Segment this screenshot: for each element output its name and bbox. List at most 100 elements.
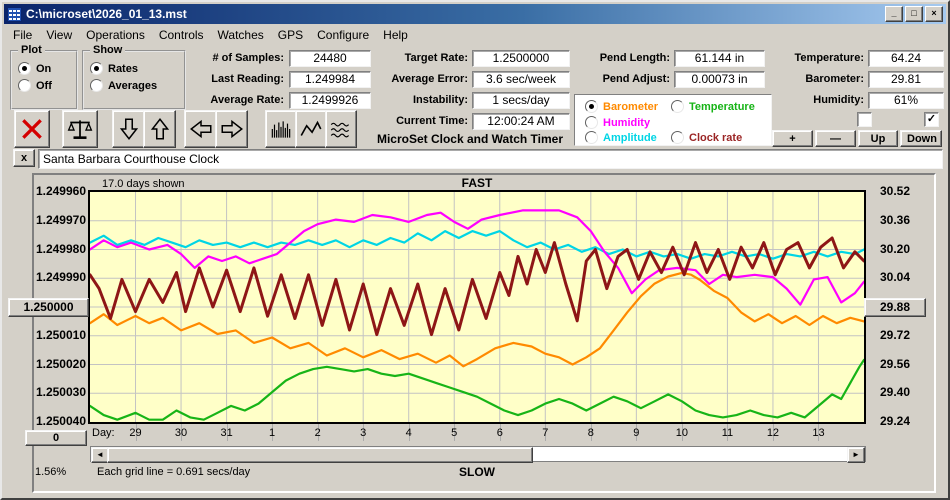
app-icon xyxy=(7,6,22,22)
up-button[interactable]: Up xyxy=(858,130,898,147)
left-axis-tick-label: 1.250030 xyxy=(35,385,86,400)
day-tick-label: 29 xyxy=(129,427,142,439)
minus-button[interactable]: — xyxy=(815,130,856,147)
delete-button[interactable] xyxy=(14,110,50,148)
right-axis-tick-label: 30.36 xyxy=(879,212,911,227)
clock-name-input[interactable] xyxy=(38,149,943,169)
checkbox-2[interactable]: ✓ xyxy=(924,112,939,127)
temperature-value: 64.24 xyxy=(868,50,944,67)
pend-adjust-value: 0.00073 in xyxy=(674,71,765,88)
day-gridline-tick xyxy=(317,424,319,441)
radio-label: Averages xyxy=(108,79,158,92)
radio-series-humidity[interactable]: Humidity xyxy=(585,116,650,129)
histogram-icon xyxy=(271,121,291,138)
day-tick-label: 13 xyxy=(812,427,825,439)
menu-item-view[interactable]: View xyxy=(46,27,73,42)
instability-label: Instability: xyxy=(412,94,468,106)
average-error-label: Average Error: xyxy=(391,73,468,85)
scroll-right-icon: ► xyxy=(852,450,860,459)
maximize-icon: □ xyxy=(911,8,917,18)
arrow-up-icon xyxy=(150,118,169,140)
pan-right-button[interactable] xyxy=(215,110,248,148)
day-gridline-tick xyxy=(590,424,592,441)
scrollbar-thumb[interactable] xyxy=(107,447,534,463)
day-tick-label: 10 xyxy=(675,427,688,439)
raw-data-view-button[interactable] xyxy=(325,110,357,148)
menu-item-file[interactable]: File xyxy=(13,27,33,42)
down-button[interactable]: Down xyxy=(900,130,942,147)
left-axis-tick-label: 1.250020 xyxy=(35,356,86,371)
left-axis-tick-label: 1.249970 xyxy=(35,212,86,227)
day-gridline-tick xyxy=(181,424,183,441)
scroll-right-button[interactable]: ► xyxy=(847,447,865,463)
day-tick-label: 30 xyxy=(174,427,188,439)
menu-item-controls[interactable]: Controls xyxy=(158,27,204,42)
line-plot-view-button[interactable] xyxy=(295,110,327,148)
checkbox-1[interactable] xyxy=(857,112,872,127)
target-rate-label: Target Rate: xyxy=(404,52,468,64)
chart-panel xyxy=(32,173,936,493)
plot-area xyxy=(88,190,866,424)
radio-icon xyxy=(18,62,31,75)
menu-item-help[interactable]: Help xyxy=(383,27,408,42)
arrow-down-icon xyxy=(119,118,138,140)
menu-item-gps[interactable]: GPS xyxy=(277,27,304,42)
menu-item-watches[interactable]: Watches xyxy=(217,27,264,42)
right-axis-button[interactable]: 29.88 xyxy=(864,298,926,317)
minimize-button[interactable]: _ xyxy=(885,6,903,22)
day-gridline-tick xyxy=(636,424,638,441)
target-rate-value: 1.2500000 xyxy=(472,50,570,67)
day-gridline-tick xyxy=(727,424,729,441)
day-gridline-tick xyxy=(408,424,410,441)
day-axis: Day: 29 30 31 1 2 3 4 5 6 7 8 9 10 11 12 13 xyxy=(90,424,866,444)
menu-item-operations[interactable]: Operations xyxy=(86,27,145,42)
day-gridline-tick xyxy=(681,424,683,441)
humidity-value: 61% xyxy=(868,92,944,109)
day-axis-prefix: Day: xyxy=(92,427,115,439)
radio-series-temperature[interactable]: Temperature xyxy=(671,100,755,113)
clear-name-button[interactable]: x xyxy=(13,149,35,167)
close-button[interactable]: × xyxy=(925,6,943,22)
radio-icon xyxy=(18,79,31,92)
plot-groupbox-legend: Plot xyxy=(18,44,45,56)
radio-show-averages[interactable]: Averages xyxy=(90,79,157,92)
check-icon: ✓ xyxy=(926,113,937,125)
pend-length-label: Pend Length: xyxy=(599,52,670,64)
shift-down-button[interactable] xyxy=(112,110,145,148)
day-gridline-tick xyxy=(135,424,137,441)
radio-plot-off[interactable]: Off xyxy=(18,79,52,92)
radio-show-rates[interactable]: Rates xyxy=(90,62,138,75)
shift-up-button[interactable] xyxy=(143,110,176,148)
day-tick-label: 8 xyxy=(587,427,594,439)
line-plot-icon xyxy=(300,120,322,136)
radio-plot-on[interactable]: On xyxy=(18,62,51,75)
zero-button[interactable]: 0 xyxy=(25,430,87,446)
pend-length-value: 61.144 in xyxy=(674,50,765,67)
radio-label: Temperature xyxy=(689,100,755,113)
maximize-button[interactable]: □ xyxy=(905,6,923,22)
fast-label: FAST xyxy=(461,176,493,190)
balance-button[interactable] xyxy=(62,110,98,148)
plus-button[interactable]: + xyxy=(772,130,813,147)
day-tick-label: 4 xyxy=(405,427,412,439)
radio-series-barometer[interactable]: Barometer xyxy=(585,100,658,113)
day-tick-label: 1 xyxy=(269,427,276,439)
balance-scale-icon xyxy=(67,120,93,139)
grid-note-label: Each grid line = 0.691 secs/day xyxy=(97,466,251,478)
barometer-label: Barometer: xyxy=(805,73,864,85)
last-reading-label: Last Reading: xyxy=(211,73,284,85)
left-axis-button[interactable]: 1.250000 xyxy=(8,298,89,317)
histogram-view-button[interactable] xyxy=(265,110,297,148)
day-tick-label: 3 xyxy=(360,427,367,439)
average-error-value: 3.6 sec/week xyxy=(472,71,570,88)
radio-series-amplitude[interactable]: Amplitude xyxy=(585,131,657,144)
instability-value: 1 secs/day xyxy=(472,92,570,109)
radio-label: On xyxy=(36,62,52,75)
radio-series-clock-rate[interactable]: Clock rate xyxy=(671,131,742,144)
day-tick-label: 7 xyxy=(542,427,549,439)
radio-icon xyxy=(90,79,103,92)
plot-groupbox: Plot On Off xyxy=(10,44,78,110)
menu-item-configure[interactable]: Configure xyxy=(317,27,370,42)
pan-left-button[interactable] xyxy=(184,110,217,148)
time-scrollbar[interactable]: ◄ ► xyxy=(90,446,866,463)
